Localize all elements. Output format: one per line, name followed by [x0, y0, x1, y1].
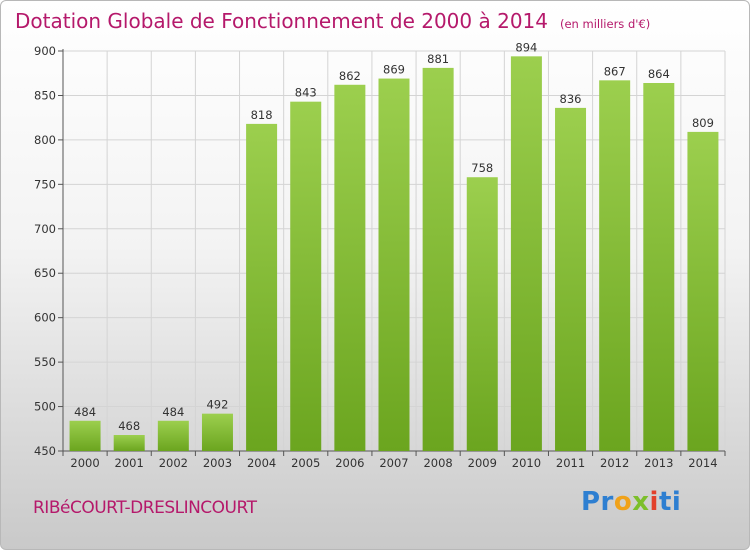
logo-part: o	[613, 487, 633, 517]
data-label: 484	[74, 405, 96, 419]
data-label: 867	[604, 64, 626, 78]
bar	[466, 177, 498, 451]
bar	[510, 56, 542, 451]
logo-part: ti	[658, 487, 682, 517]
bar	[555, 107, 587, 451]
data-label: 843	[295, 86, 317, 100]
x-tick-label: 2001	[115, 456, 144, 470]
bar	[290, 101, 322, 452]
data-label: 758	[471, 161, 493, 175]
y-tick-label: 500	[34, 400, 56, 414]
data-label: 862	[339, 69, 361, 83]
y-tick-label: 550	[34, 355, 56, 369]
bar	[599, 80, 631, 451]
data-label: 881	[427, 52, 449, 66]
y-tick-label: 900	[34, 44, 56, 58]
x-tick-label: 2005	[291, 456, 320, 470]
chart-title: Dotation Globale de Fonctionnement de 20…	[15, 9, 650, 33]
x-tick-label: 2008	[423, 456, 452, 470]
y-tick-label: 750	[34, 177, 56, 191]
x-tick-label: 2009	[468, 456, 497, 470]
bar	[201, 413, 233, 451]
x-tick-label: 2012	[600, 456, 629, 470]
logo-part: x	[632, 487, 650, 517]
proxiti-logo[interactable]: Proxiti	[581, 487, 681, 517]
logo-part: i	[649, 487, 659, 517]
data-label: 818	[251, 108, 273, 122]
x-tick-label: 2010	[512, 456, 541, 470]
chart-title-text: Dotation Globale de Fonctionnement de 20…	[15, 9, 548, 33]
bar	[378, 78, 410, 452]
y-tick-label: 850	[34, 88, 56, 102]
data-label: 809	[692, 116, 714, 130]
bar	[69, 420, 101, 451]
y-tick-label: 650	[34, 266, 56, 280]
x-tick-label: 2000	[70, 456, 99, 470]
x-tick-label: 2002	[159, 456, 188, 470]
y-tick-label: 600	[34, 311, 56, 325]
y-tick-label: 450	[34, 444, 56, 458]
data-label: 864	[648, 67, 670, 81]
x-tick-label: 2006	[335, 456, 364, 470]
x-tick-label: 2003	[203, 456, 232, 470]
x-tick-label: 2013	[644, 456, 673, 470]
data-label: 492	[206, 398, 228, 412]
x-tick-label: 2011	[556, 456, 585, 470]
data-label: 869	[383, 63, 405, 77]
bar	[422, 67, 454, 451]
x-tick-label: 2007	[379, 456, 408, 470]
x-tick-label: 2004	[247, 456, 276, 470]
data-labels: 484 2000 468 2001 484 2002 492 2003 818 2004 843 20…	[70, 40, 717, 470]
x-tick-label: 2014	[688, 456, 717, 470]
bar	[157, 420, 189, 451]
bar	[687, 131, 719, 451]
commune-name: RIBéCOURT-DRESLINCOURT	[33, 498, 257, 518]
bars	[69, 56, 719, 452]
logo-part: Pr	[581, 487, 614, 517]
data-label: 484	[162, 405, 184, 419]
data-label: 836	[560, 92, 582, 106]
chart-subtitle: (en milliers d'€)	[560, 17, 651, 31]
data-label: 468	[118, 419, 140, 433]
bar	[334, 84, 366, 452]
y-tick-label: 700	[34, 222, 56, 236]
data-label: 894	[515, 40, 537, 54]
bar	[113, 435, 145, 451]
y-tick-label: 800	[34, 133, 56, 147]
bar	[643, 83, 675, 451]
bar	[246, 123, 278, 451]
